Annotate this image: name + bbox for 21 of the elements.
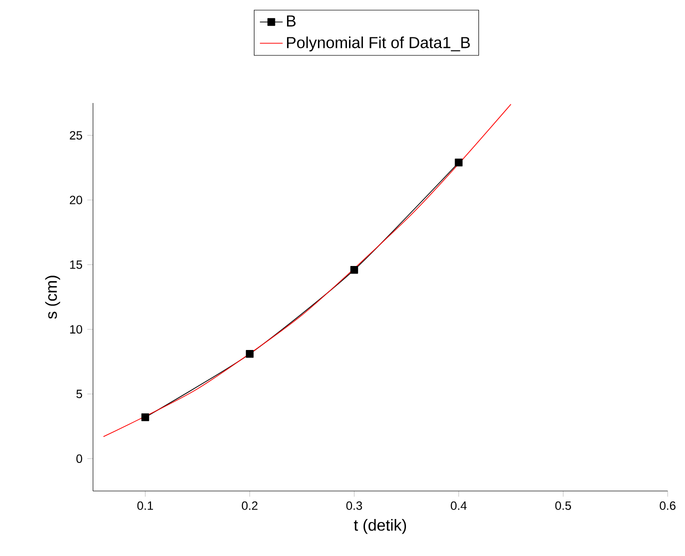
x-tick-label: 0.5 <box>555 501 572 510</box>
point <box>454 158 463 166</box>
point <box>246 350 254 358</box>
legend-label: B <box>287 15 296 26</box>
line-series <box>103 104 512 438</box>
x-tick-label: 0.2 <box>242 501 258 510</box>
y-tick-label: 5 <box>76 390 82 398</box>
y-tick-label: 25 <box>70 131 82 140</box>
x-tick-label: 0.1 <box>137 501 153 510</box>
y-tick-label: 10 <box>70 325 82 334</box>
x-tick-label: 0.4 <box>450 501 467 510</box>
y-tick-label: 0 <box>76 454 82 463</box>
x-tick-label: 0.3 <box>346 501 362 510</box>
y-tick-label: 15 <box>70 260 82 269</box>
x-tick-label: 0.6 <box>660 501 676 510</box>
y-axis-title: s (cm) <box>45 276 60 319</box>
point <box>350 266 358 274</box>
point <box>141 413 150 422</box>
y-tick-label: 20 <box>70 196 82 204</box>
legend-label: Polynomial Fit of Data1_B <box>287 36 470 52</box>
x-axis-title: t (detik) <box>354 519 406 534</box>
